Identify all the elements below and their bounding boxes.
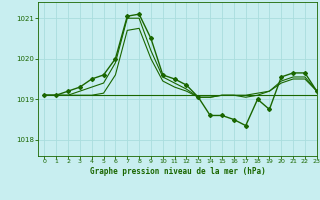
X-axis label: Graphe pression niveau de la mer (hPa): Graphe pression niveau de la mer (hPa) [90,167,266,176]
